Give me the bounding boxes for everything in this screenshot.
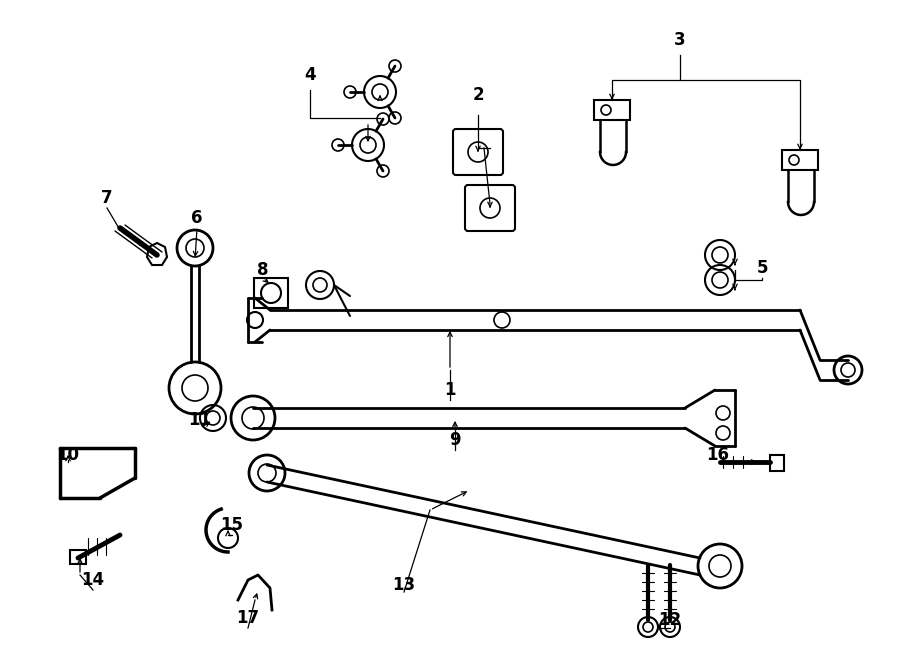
Text: 11: 11 [188, 411, 212, 429]
Text: 3: 3 [674, 31, 686, 49]
Text: 17: 17 [237, 609, 259, 627]
Text: 10: 10 [57, 446, 79, 464]
Text: 12: 12 [659, 611, 681, 629]
Text: 2: 2 [472, 86, 484, 104]
Text: 14: 14 [81, 571, 104, 589]
Text: 5: 5 [756, 259, 768, 277]
Text: 15: 15 [220, 516, 244, 534]
Text: 1: 1 [445, 381, 455, 399]
Text: 16: 16 [706, 446, 730, 464]
Text: 7: 7 [101, 189, 112, 207]
Bar [770, 455, 784, 471]
Text: 8: 8 [257, 261, 269, 279]
Text: 4: 4 [304, 66, 316, 84]
Text: 9: 9 [449, 431, 461, 449]
Bar [782, 150, 818, 170]
Bar [594, 100, 630, 120]
Text: 13: 13 [392, 576, 416, 594]
Bar [70, 550, 86, 564]
Text: 6: 6 [191, 209, 202, 227]
Bar [254, 278, 288, 308]
